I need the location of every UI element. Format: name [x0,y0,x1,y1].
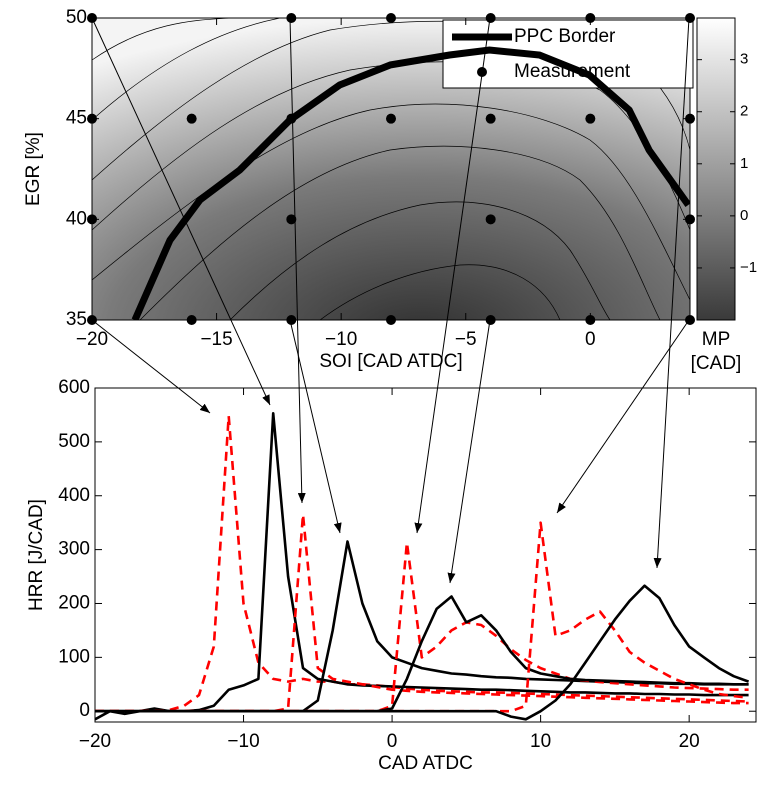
data-line [95,540,749,713]
measurement-point [485,13,496,23]
measurement-point [485,214,496,225]
measurement-point [87,113,97,124]
x-tick-label: −10 [325,329,357,350]
y-tick-label: 400 [58,485,90,506]
data-line [131,46,690,320]
measurement-point [186,113,197,124]
x-tick-label: −5 [455,329,477,350]
data-line [95,584,750,721]
measurement-point [585,113,596,124]
measurement-point [485,315,496,325]
x-tick-label: −15 [200,329,232,350]
arrows [91,17,690,584]
x-tick-label: −20 [76,329,108,350]
colorbar-tick-label: −1 [740,259,757,276]
measurement-point [585,315,596,325]
measurement-point [87,315,97,325]
measurement-point [585,13,596,23]
y-axis-label: HRR [J/CAD] [26,499,47,611]
colorbar-tick-label: 2 [740,103,748,120]
measurement-point [386,113,396,124]
colorbar [696,17,736,321]
measurement-point [685,113,695,124]
measurement-point [386,13,396,23]
data-line [95,412,749,721]
measurement-point [286,13,297,23]
measurement-point [87,214,97,225]
x-tick-label: 20 [679,731,700,752]
x-tick-label: −10 [227,731,259,752]
measurement-point [286,113,297,124]
measurement-point [386,315,396,325]
y-tick-label: 200 [58,592,90,613]
y-tick-label: 35 [66,309,87,330]
colorbar-label: [CAD] [691,353,742,374]
y-tick-label: 600 [58,377,90,398]
data-line [95,541,749,713]
colorbar-tick-label: 0 [740,207,748,224]
measurement-point [685,13,695,23]
x-tick-label: 0 [387,731,398,752]
measurement-point [286,315,297,325]
data-line [95,414,749,713]
y-tick-label: 300 [58,539,90,560]
measurement-point [87,13,97,23]
bottom-frame [94,387,757,723]
y-axis-label: EGR [%] [23,132,44,206]
y-tick-label: 40 [66,208,87,229]
legend-label: PPC Border [514,26,616,47]
x-axis-label: SOI [CAD ATDC] [319,351,462,372]
colorbar-tick-label: 3 [740,51,748,68]
measurement-point [186,315,197,325]
measurement-point [286,214,297,225]
colorbar-label: MP [702,329,731,350]
x-tick-label: 10 [530,731,551,752]
plot-layer [95,412,750,721]
y-tick-label: 100 [58,646,90,667]
x-tick-label: 0 [585,329,596,350]
x-tick-label: −20 [79,731,111,752]
measurement-point [685,214,695,225]
colorbar-tick-label: 1 [740,155,748,172]
y-tick-label: 500 [58,431,90,452]
measurement-point [485,113,496,124]
measurement-point [685,315,695,325]
legend-marker [477,67,487,77]
x-axis-label: CAD ATDC [378,753,473,774]
plot-layer [131,46,690,320]
legend-label: Measurement [514,61,631,82]
y-tick-label: 50 [66,7,87,28]
y-tick-label: 45 [66,108,87,129]
y-tick-label: 0 [79,700,90,721]
